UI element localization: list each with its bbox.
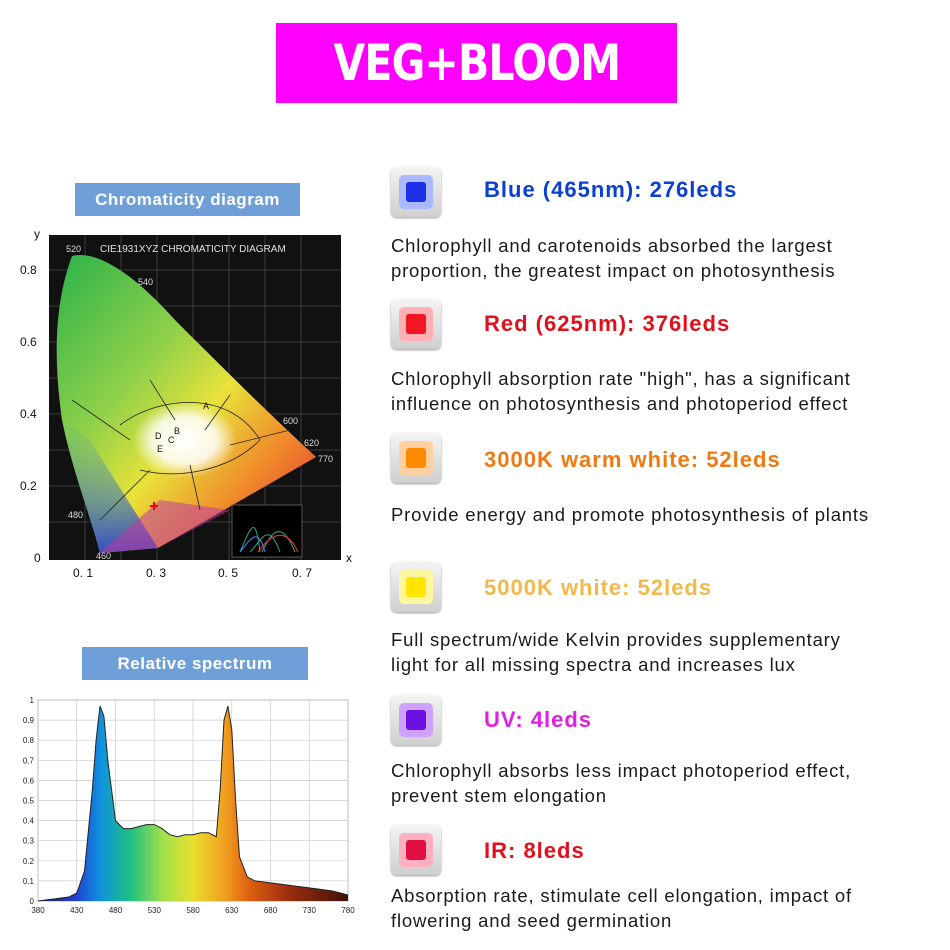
led-title-warm-white: 3000K warm white: 52leds — [484, 447, 781, 472]
chroma-y-tick: 0.6 — [20, 335, 37, 349]
led-title-red: Red (625nm): 376leds — [484, 311, 731, 336]
title-banner: VEG+BLOOM — [276, 23, 677, 103]
x-tick-label: 730 — [303, 906, 317, 915]
svg-text:520: 520 — [66, 244, 81, 254]
chroma-axis-x: x — [346, 551, 352, 565]
spectrum-line — [37, 705, 349, 902]
svg-text:A: A — [203, 401, 209, 411]
chromaticity-label: Chromaticity diagram — [75, 183, 300, 216]
led-desc-ir: Absorption rate, stimulate cell elongati… — [391, 883, 941, 933]
y-tick-label: 0 — [30, 897, 35, 906]
chroma-y-tick: 0.4 — [20, 407, 37, 421]
y-tick-label: 1 — [30, 696, 35, 705]
svg-text:B: B — [174, 426, 180, 436]
desc-line: prevent stem elongation — [391, 785, 607, 806]
x-tick-label: 430 — [70, 906, 84, 915]
desc-line: Chlorophyll absorption rate "high", has … — [391, 368, 851, 389]
led-desc-uv: Chlorophyll absorbs less impact photoper… — [391, 758, 941, 808]
y-tick-label: 0.6 — [23, 776, 35, 785]
led-title-ir: IR: 8leds — [484, 838, 585, 863]
chromaticity-diagram: CIE1931XYZ CHROMATICITY DIAGRAM 520 540 6… — [20, 227, 352, 580]
y-tick-label: 0.4 — [23, 817, 35, 826]
svg-text:770: 770 — [318, 454, 333, 464]
led-title-white: 5000K white: 52leds — [484, 575, 713, 600]
white-led-icon — [391, 562, 441, 612]
x-tick-label: 680 — [264, 906, 278, 915]
svg-text:E: E — [157, 444, 163, 454]
svg-text:C: C — [168, 435, 175, 445]
y-tick-label: 0.2 — [23, 857, 35, 866]
desc-line: flowering and seed germination — [391, 910, 673, 931]
warm-white-led-icon — [391, 433, 441, 483]
chroma-x-tick: 0. 3 — [146, 566, 166, 580]
led-desc-red: Chlorophyll absorption rate "high", has … — [391, 366, 941, 416]
desc-line: proportion, the greatest impact on photo… — [391, 260, 836, 281]
x-tick-label: 380 — [31, 906, 45, 915]
spectrum-label: Relative spectrum — [82, 647, 308, 680]
relative-spectrum-chart: 0 0.1 0.2 0.3 0.4 0.5 0.6 0.7 0.8 0.9 1 380 430 480 53… — [23, 696, 355, 915]
y-tick-label: 0.7 — [23, 756, 35, 765]
chroma-axis-y: y — [34, 227, 40, 241]
led-title-uv: UV: 4leds — [484, 707, 593, 732]
banner-text: VEG+BLOOM — [333, 34, 621, 92]
svg-text:D: D — [155, 431, 162, 441]
y-tick-label: 0.9 — [23, 716, 35, 725]
svg-text:600: 600 — [283, 416, 298, 426]
chroma-y-tick: 0 — [34, 551, 41, 565]
y-tick-label: 0.3 — [23, 837, 35, 846]
x-tick-label: 530 — [148, 906, 162, 915]
spectrum-area — [38, 706, 348, 901]
red-led-icon — [391, 299, 441, 349]
chroma-heading: CIE1931XYZ CHROMATICITY DIAGRAM — [100, 244, 286, 255]
led-desc-white: Full spectrum/wide Kelvin provides suppl… — [391, 627, 941, 677]
desc-line: light for all missing spectra and increa… — [391, 654, 796, 675]
ir-led-icon — [391, 825, 441, 875]
uv-led-icon — [391, 695, 441, 745]
chroma-x-tick: 0. 1 — [73, 566, 93, 580]
chroma-x-tick: 0. 5 — [218, 566, 238, 580]
svg-text:460: 460 — [96, 551, 111, 561]
y-tick-label: 0.1 — [23, 877, 35, 886]
svg-text:540: 540 — [138, 277, 153, 287]
x-tick-label: 630 — [225, 906, 239, 915]
y-tick-label: 0.8 — [23, 736, 35, 745]
x-tick-label: 580 — [186, 906, 200, 915]
led-desc-warm-white: Provide energy and promote photosynthesi… — [391, 502, 941, 527]
x-tick-label: 780 — [341, 906, 355, 915]
desc-line: Chlorophyll absorbs less impact photoper… — [391, 760, 852, 781]
svg-text:480: 480 — [68, 510, 83, 520]
led-chip — [406, 182, 426, 202]
blue-led-icon — [391, 167, 441, 217]
svg-text:620: 620 — [304, 438, 319, 448]
x-tick-label: 480 — [109, 906, 123, 915]
y-tick-label: 0.5 — [23, 797, 35, 806]
desc-line: Absorption rate, stimulate cell elongati… — [391, 885, 852, 906]
led-title-blue: Blue (465nm): 276leds — [484, 177, 738, 202]
chroma-x-tick: 0. 7 — [292, 566, 312, 580]
desc-line: Provide energy and promote photosynthesi… — [391, 504, 869, 525]
desc-line: influence on photosynthesis and photoper… — [391, 393, 849, 414]
desc-line: Chlorophyll and carotenoids absorbed the… — [391, 235, 833, 256]
desc-line: Full spectrum/wide Kelvin provides suppl… — [391, 629, 841, 650]
chroma-y-tick: 0.8 — [20, 263, 37, 277]
chroma-y-tick: 0.2 — [20, 479, 37, 493]
led-desc-blue: Chlorophyll and carotenoids absorbed the… — [391, 233, 941, 283]
